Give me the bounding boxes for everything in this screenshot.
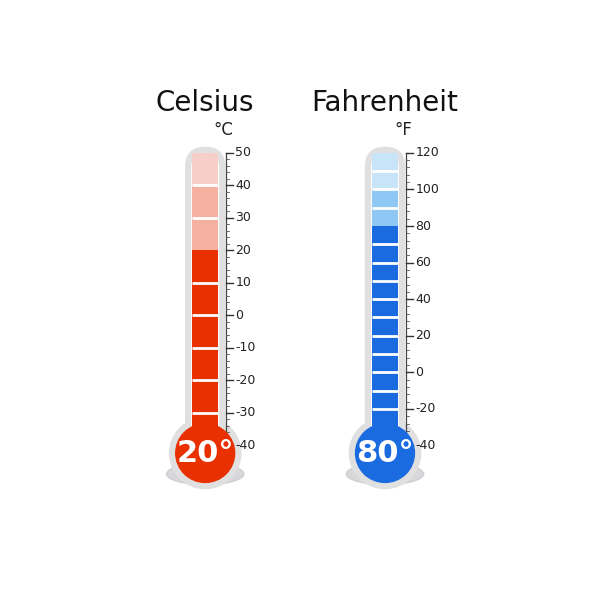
Bar [372, 281, 398, 299]
Text: 0: 0 [415, 366, 423, 379]
Text: -10: -10 [235, 341, 256, 355]
Text: 100: 100 [415, 183, 439, 196]
Text: 60: 60 [415, 256, 431, 269]
Bar [192, 413, 218, 445]
Bar [372, 153, 398, 171]
Bar [192, 283, 218, 316]
Text: 20°: 20° [176, 439, 234, 467]
Text: °C: °C [213, 121, 233, 139]
Text: Fahrenheit: Fahrenheit [311, 89, 458, 117]
Text: 120: 120 [415, 146, 439, 160]
Text: -20: -20 [415, 403, 436, 415]
Text: 80: 80 [415, 220, 431, 232]
Bar [372, 299, 398, 317]
Text: 20: 20 [415, 329, 431, 342]
Bar [372, 208, 398, 226]
Text: 80°: 80° [356, 439, 414, 467]
Text: 20: 20 [235, 244, 251, 257]
FancyBboxPatch shape [365, 146, 405, 485]
Text: 30: 30 [235, 211, 251, 224]
Bar [372, 372, 398, 391]
FancyBboxPatch shape [191, 153, 219, 449]
Text: °F: °F [394, 121, 412, 139]
Text: 0: 0 [235, 309, 244, 322]
Text: -40: -40 [415, 439, 436, 452]
Ellipse shape [166, 463, 244, 485]
Bar [192, 348, 218, 380]
Text: -20: -20 [235, 374, 256, 387]
Bar [372, 244, 398, 263]
FancyBboxPatch shape [371, 153, 399, 449]
Bar [192, 153, 218, 185]
Text: 40: 40 [415, 293, 431, 305]
Circle shape [349, 418, 421, 488]
Bar [372, 336, 398, 354]
Bar [372, 354, 398, 372]
Bar [372, 391, 398, 409]
Bar [372, 226, 398, 244]
Bar [192, 250, 218, 283]
Bar [192, 185, 218, 218]
Bar [192, 316, 218, 348]
Text: 50: 50 [235, 146, 251, 160]
Text: 10: 10 [235, 277, 251, 289]
Circle shape [356, 424, 415, 482]
Bar [372, 190, 398, 208]
Bar [372, 427, 398, 445]
Text: -40: -40 [235, 439, 256, 452]
Circle shape [176, 424, 235, 482]
FancyBboxPatch shape [185, 146, 226, 485]
Bar [372, 263, 398, 281]
Circle shape [170, 418, 241, 488]
Bar [372, 171, 398, 190]
Text: -30: -30 [235, 406, 256, 419]
Ellipse shape [346, 463, 424, 485]
Bar [372, 317, 398, 336]
Bar [192, 218, 218, 250]
Text: 40: 40 [235, 179, 251, 192]
Bar [372, 409, 398, 427]
Text: Celsius: Celsius [156, 89, 254, 117]
Bar [192, 380, 218, 413]
